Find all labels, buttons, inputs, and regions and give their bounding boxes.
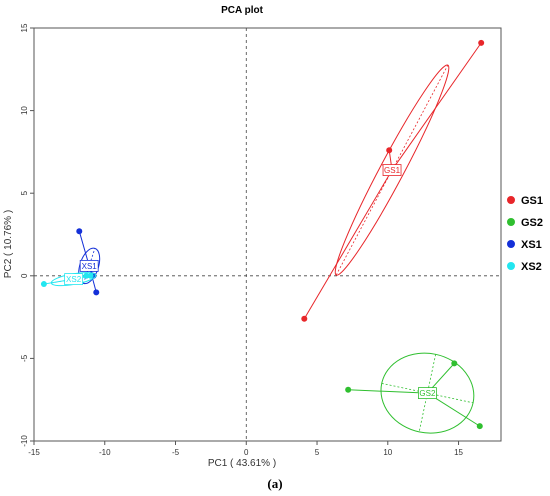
legend-item-xs1: XS1 bbox=[507, 239, 542, 251]
x-tick-label: -10 bbox=[99, 448, 111, 457]
data-point bbox=[301, 315, 308, 322]
legend-swatch bbox=[507, 218, 515, 226]
chart-title: PCA plot bbox=[221, 5, 264, 16]
y-tick-label: 5 bbox=[20, 190, 29, 195]
data-point bbox=[83, 272, 90, 279]
label-text: XS1 bbox=[82, 262, 98, 271]
plot-border bbox=[33, 27, 502, 442]
spoke-line bbox=[303, 169, 393, 320]
label-box bbox=[64, 273, 84, 286]
data-point bbox=[478, 39, 485, 46]
data-point bbox=[451, 360, 458, 367]
label-box bbox=[418, 387, 437, 399]
x-tick-label: 10 bbox=[383, 448, 392, 457]
centroid-label-xs2: XS2 bbox=[64, 273, 84, 286]
legend-swatch bbox=[507, 196, 515, 204]
legend-label: GS2 bbox=[521, 217, 543, 229]
centroid-label-xs1: XS1 bbox=[79, 259, 99, 272]
x-tick-label: -5 bbox=[172, 448, 180, 457]
label-text: XS2 bbox=[66, 275, 82, 284]
spoke-line bbox=[391, 42, 482, 171]
confidence-ellipse-gs2 bbox=[380, 352, 475, 434]
figure-caption: (a) bbox=[267, 476, 282, 491]
label-text: GS1 bbox=[384, 166, 401, 175]
series-xs2: XS2 bbox=[40, 272, 97, 288]
y-tick-label: 10 bbox=[20, 106, 29, 115]
ellipse-major-axis bbox=[381, 382, 474, 404]
data-point bbox=[93, 289, 100, 296]
data-point bbox=[76, 228, 83, 235]
y-tick-label: -10 bbox=[20, 435, 29, 447]
series-xs1: XS1 bbox=[76, 228, 101, 296]
legend-swatch bbox=[507, 240, 515, 248]
y-tick-label: 0 bbox=[20, 273, 29, 278]
y-axis-label: PC2 ( 10.76% ) bbox=[3, 210, 14, 278]
data-point bbox=[40, 281, 47, 288]
series-gs1: GS1 bbox=[301, 39, 485, 322]
y-tick-label: -5 bbox=[20, 354, 29, 362]
x-tick-label: 5 bbox=[315, 448, 320, 457]
x-axis-label: PC1 ( 43.61% ) bbox=[208, 458, 276, 469]
spoke-line bbox=[348, 389, 428, 394]
legend-label: GS1 bbox=[521, 195, 543, 207]
data-point bbox=[476, 423, 483, 430]
legend: GS1 GS2 XS1 XS2 bbox=[507, 195, 543, 273]
x-tick-label: 0 bbox=[244, 448, 249, 457]
legend-item-gs2: GS2 bbox=[507, 217, 543, 229]
y-tick-label: 15 bbox=[20, 23, 29, 32]
label-box bbox=[382, 164, 402, 176]
ellipse-minor-axis bbox=[418, 354, 437, 432]
legend-swatch bbox=[507, 262, 515, 270]
data-point bbox=[87, 272, 94, 279]
data-point bbox=[345, 386, 352, 393]
x-tick-label: 15 bbox=[454, 448, 463, 457]
confidence-ellipse-gs1 bbox=[334, 64, 450, 276]
label-box bbox=[79, 259, 99, 272]
label-text: GS2 bbox=[419, 389, 436, 398]
series-gs2: GS2 bbox=[345, 352, 483, 434]
legend-item-xs2: XS2 bbox=[507, 261, 542, 273]
x-tick-label: -15 bbox=[28, 448, 40, 457]
legend-label: XS1 bbox=[521, 239, 542, 251]
centroid-label-gs1: GS1 bbox=[382, 164, 402, 176]
legend-item-gs1: GS1 bbox=[507, 195, 543, 207]
legend-label: XS2 bbox=[521, 261, 542, 273]
data-point bbox=[386, 147, 393, 154]
ellipse-outline bbox=[334, 64, 450, 276]
centroid-label-gs2: GS2 bbox=[418, 387, 437, 399]
